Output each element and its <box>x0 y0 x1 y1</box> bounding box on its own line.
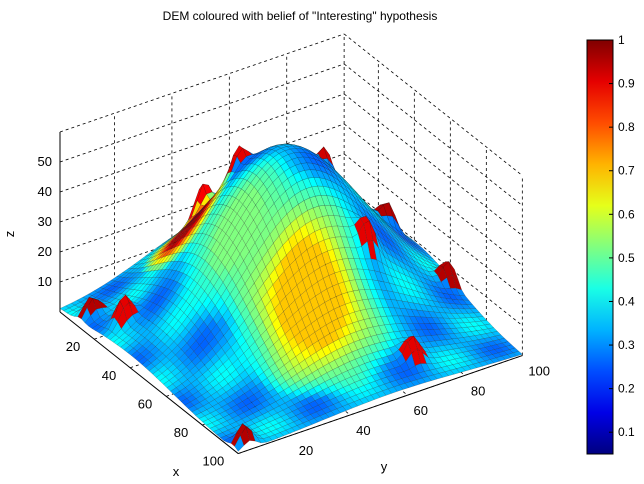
z-axis-label: z <box>2 231 17 238</box>
y-tick-label: 80 <box>471 383 485 398</box>
colorbar-ticks: 0.1 0.2 0.3 0.4 0.5 0.6 0.7 0.8 0.9 1 <box>609 33 635 439</box>
colorbar <box>586 39 614 455</box>
colorbar-tick-label: 0.3 <box>618 338 635 352</box>
grid-line <box>343 33 523 176</box>
x-tick-label: 20 <box>66 339 80 354</box>
colorbar-tick-label: 0.9 <box>618 77 635 91</box>
y-axis-line <box>238 355 523 455</box>
z-tick-label: 30 <box>38 214 52 229</box>
grid-line <box>343 183 523 326</box>
x-tick-label: 40 <box>102 368 116 383</box>
surface-plot <box>59 143 523 452</box>
colorbar-tick-label: 1 <box>618 33 625 47</box>
y-tick-label: 60 <box>414 403 428 418</box>
z-tick-label: 20 <box>38 244 52 259</box>
grid-line <box>343 93 523 236</box>
z-tick-label: 50 <box>38 154 52 169</box>
x-tick-label: 80 <box>174 425 188 440</box>
y-tick-label: 40 <box>356 423 370 438</box>
colorbar-tick-label: 0.8 <box>618 120 635 134</box>
y-tick-label: 20 <box>299 443 313 458</box>
z-tick-label: 10 <box>38 274 52 289</box>
grid-line <box>59 123 345 223</box>
surface-cell <box>234 435 245 452</box>
colorbar-tick-label: 0.6 <box>618 207 635 221</box>
x-axis-label: x <box>173 464 180 479</box>
y-axis-label: y <box>381 459 388 474</box>
colorbar-tick-label: 0.2 <box>618 382 635 396</box>
y-tick-label: 100 <box>528 364 550 379</box>
axis-ticks: 10 20 30 40 50 20 40 60 80 100 20 40 60 80 100 <box>38 154 551 469</box>
z-tick-label: 40 <box>38 184 52 199</box>
x-axis-line <box>59 311 239 454</box>
colorbar-tick-label: 0.4 <box>618 294 635 308</box>
colorbar-tick-label: 0.5 <box>618 251 635 265</box>
x-tick-label: 60 <box>138 396 152 411</box>
x-tick-label: 100 <box>202 454 224 469</box>
grid-line <box>59 93 345 193</box>
grid-line <box>343 153 523 296</box>
grid-line <box>343 63 523 206</box>
grid-line <box>343 123 523 266</box>
chart-title: DEM coloured with belief of "Interesting… <box>163 9 438 23</box>
colorbar-tick-label: 0.1 <box>618 425 635 439</box>
grid-line <box>59 63 345 163</box>
grid-line <box>59 33 345 133</box>
colorbar-tick-label: 0.7 <box>618 164 635 178</box>
